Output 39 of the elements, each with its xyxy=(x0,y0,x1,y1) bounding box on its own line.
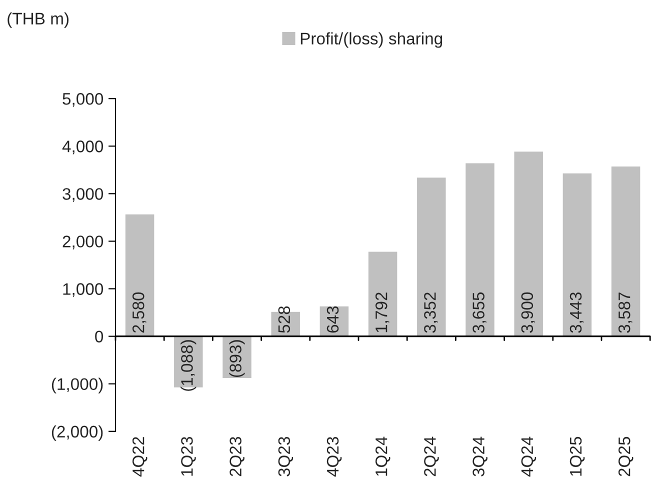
data-label: 1,792 xyxy=(375,292,390,332)
x-tick-label: 1Q23 xyxy=(181,436,196,476)
x-tick-label: 1Q25 xyxy=(570,436,585,476)
data-label: 643 xyxy=(326,306,339,333)
y-tick-label: (1,000) xyxy=(52,378,103,394)
y-tick-label: 3,000 xyxy=(62,188,104,202)
y-tick-label: 4,000 xyxy=(62,140,104,154)
x-tick-label: 4Q23 xyxy=(326,436,342,477)
data-label: (893) xyxy=(229,340,245,378)
x-tick-label: 2Q23 xyxy=(230,436,244,476)
data-label: 3,900 xyxy=(521,292,536,333)
x-tick-label: 4Q24 xyxy=(521,436,536,477)
x-tick-label: 2Q24 xyxy=(424,436,439,476)
bar xyxy=(124,212,156,337)
y-axis-title: (THB m) xyxy=(8,12,69,28)
y-tick-label: 2,000 xyxy=(62,236,104,250)
y-tick-label: 1,000 xyxy=(63,283,104,297)
bar xyxy=(561,172,593,337)
y-tick-label: (2,000) xyxy=(52,425,103,441)
x-tick-label: 3Q24 xyxy=(472,436,488,476)
bar xyxy=(610,165,642,337)
x-tick-label: 2Q25 xyxy=(618,436,634,476)
bar xyxy=(464,162,496,337)
data-label: 3,587 xyxy=(618,292,632,333)
x-tick-label: 3Q23 xyxy=(278,436,294,476)
data-label: 2,580 xyxy=(132,292,146,333)
data-label: 3,352 xyxy=(424,292,438,333)
legend-label: Profit/(loss) sharing xyxy=(300,32,442,48)
y-tick-label: 0 xyxy=(95,330,104,342)
data-label: (1,088) xyxy=(180,340,196,391)
data-label: 528 xyxy=(278,306,290,333)
bar xyxy=(416,176,448,337)
data-label: 3,443 xyxy=(570,292,584,333)
bar xyxy=(512,150,544,337)
x-tick-label: 1Q24 xyxy=(375,436,390,476)
x-tick-label: 4Q22 xyxy=(132,437,148,477)
y-tick-label: 5,000 xyxy=(62,93,104,107)
bar xyxy=(367,250,399,337)
data-label: 3,655 xyxy=(472,292,486,333)
